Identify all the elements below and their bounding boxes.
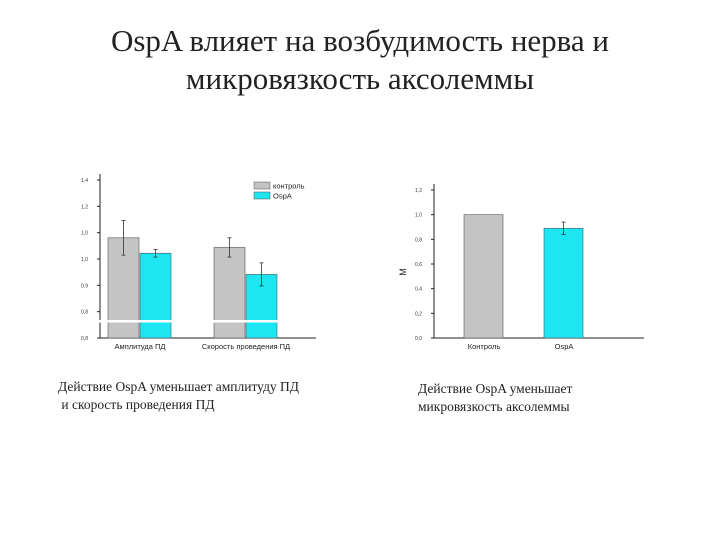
caption-right: Действие OspA уменьшает микровязкость ак…	[418, 381, 573, 414]
y-tick-label: 0,8	[415, 237, 422, 243]
bar	[213, 247, 246, 339]
legend-swatch	[253, 181, 271, 190]
bar	[139, 252, 172, 339]
x-tick-label: Скорость проведения ПД	[202, 342, 290, 351]
right-bar-chart: 1,2 1,0 0,8 0,6 0,4 0,2 0,0 Контроль OspA М	[398, 184, 644, 351]
legend-label: контроль	[273, 182, 305, 191]
y-tick-label: 0,4	[415, 287, 422, 293]
caption-left: Действие OspA уменьшает амплитуду ПД и с…	[58, 379, 300, 412]
x-tick-label: Контроль	[468, 342, 501, 351]
legend-label: OspA	[273, 192, 292, 201]
y-tick-label: 0,0	[415, 336, 422, 342]
x-tick-label: Амплитуда ПД	[115, 342, 166, 351]
y-tick-label: 0,8	[81, 310, 88, 316]
scan-artifact-stripe	[60, 320, 308, 323]
x-tick-label: OspA	[555, 342, 574, 351]
title-line-2: микровязкость аксолеммы	[185, 61, 535, 96]
y-tick-label: 1,4	[81, 178, 88, 184]
bar	[463, 214, 504, 339]
y-tick-label: 0,9	[81, 283, 88, 289]
y-tick-label: 1,0	[81, 257, 88, 263]
y-tick-label: 1,0	[81, 231, 88, 237]
left-bar-chart: 1,4 1,2 1,0 1,0 0,9 0,8 0,8 Амплитуда ПД Скорост…	[60, 174, 316, 351]
y-tick-label: 0,2	[415, 311, 422, 317]
y-tick-label: 0,6	[415, 262, 422, 268]
y-tick-label: 1,2	[415, 188, 422, 194]
legend-swatch	[253, 191, 271, 200]
y-tick-label: 1,0	[415, 213, 422, 219]
title-line-1: OspA влияет на возбудимость нерва и	[110, 23, 609, 58]
y-tick-label: 0,8	[81, 336, 88, 342]
y-tick-label: 1,2	[81, 204, 88, 210]
bar	[543, 227, 584, 339]
y-axis-label: М	[398, 268, 408, 276]
slide-title: OspA влияет на возбудимость нерва и микр…	[40, 22, 680, 98]
